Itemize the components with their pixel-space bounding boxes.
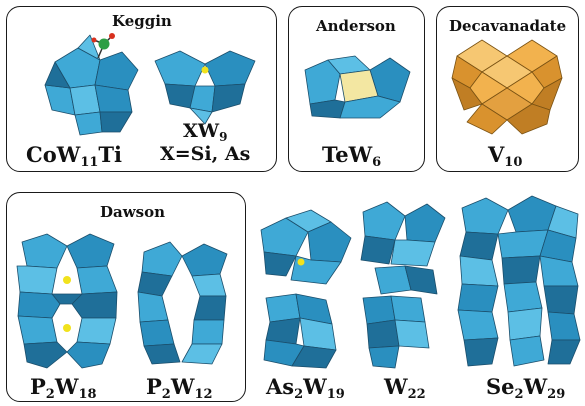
cow11ti-cluster [44, 33, 139, 136]
dawson-title: Dawson [100, 203, 165, 221]
se2w29-label: Se2W29 [486, 374, 566, 402]
xw9-variants-label: X=Si, As [160, 143, 251, 165]
phosphorus-atom-top [63, 276, 71, 284]
heteroatom-x [201, 66, 209, 74]
xw9-label: XW9 [183, 120, 228, 144]
v10-label: V10 [488, 142, 523, 170]
w22-label: W22 [384, 374, 426, 402]
dawson-panel [6, 192, 246, 402]
as2w19-label: As2W19 [266, 374, 345, 402]
p2w18-label: P2W18 [30, 374, 97, 402]
cobalt-atom [98, 38, 110, 50]
cow11ti-label: CoW11Ti [26, 142, 123, 170]
anderson-title: Anderson [316, 17, 396, 35]
decavanadate-panel [436, 6, 579, 172]
arsenic-atom [297, 258, 305, 266]
w22-cluster [360, 201, 446, 369]
phosphorus-atom-bottom [63, 324, 71, 332]
keggin-title: Keggin [112, 12, 172, 30]
se2w29-cluster [457, 195, 581, 367]
p2w12-label: P2W12 [146, 374, 213, 402]
decavanadate-title: Decavanadate [449, 17, 567, 35]
v10-cluster [451, 39, 563, 135]
p2w12-cluster [137, 241, 228, 365]
anderson-panel [288, 6, 425, 172]
as2w19-cluster [260, 209, 352, 369]
tew6-label: TeW6 [322, 142, 382, 170]
xw9-cluster [154, 50, 256, 125]
tew6-cluster [304, 55, 411, 119]
keggin-panel [6, 6, 277, 172]
p2w18-cluster [16, 233, 118, 369]
